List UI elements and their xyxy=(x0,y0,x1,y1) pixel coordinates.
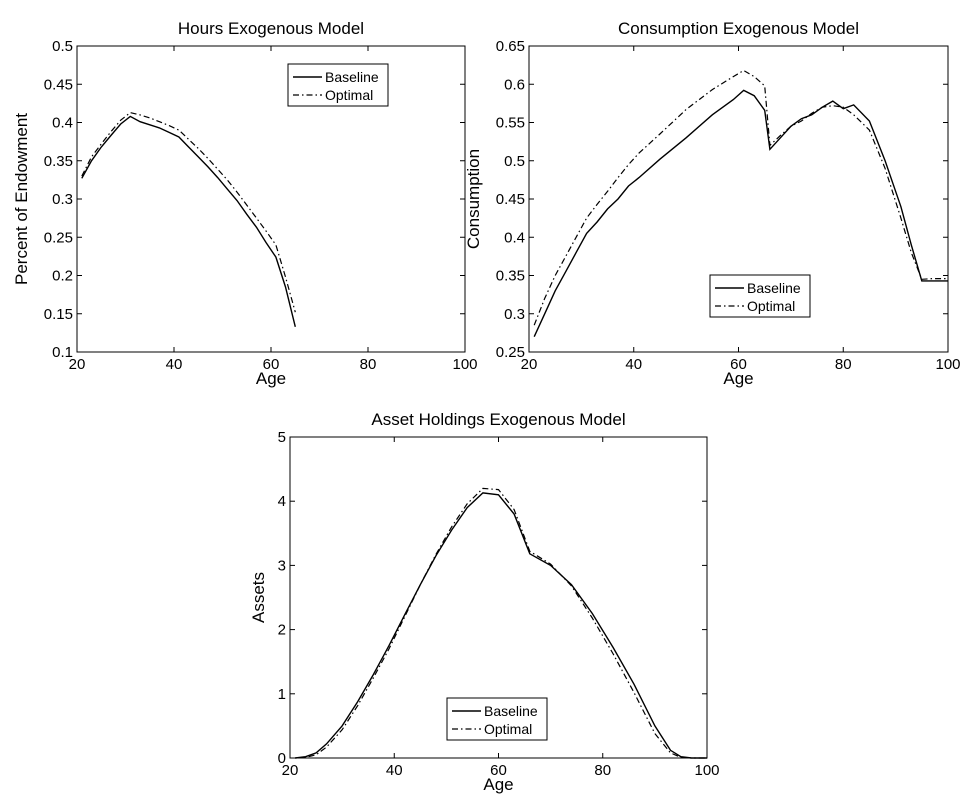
assets-series-optimal-line xyxy=(295,487,707,759)
consumption-legend-label-baseline: Baseline xyxy=(747,280,801,296)
consumption-y-axis-label: Consumption xyxy=(464,149,483,249)
assets-series-baseline-line xyxy=(295,492,707,759)
consumption-y-tick-label: 0.35 xyxy=(496,268,525,285)
hours-x-tick-label: 20 xyxy=(69,356,86,373)
consumption-legend-box xyxy=(709,274,811,318)
consumption-y-tick-label: 0.25 xyxy=(496,344,525,361)
hours-chart: Hours Exogenous Model 20 40 60 80 100 0.1 0.15 0… xyxy=(12,19,478,388)
assets-y-tick-label: 2 xyxy=(278,622,286,639)
assets-y-tick-label: 4 xyxy=(278,493,286,510)
assets-x-tick-label: 60 xyxy=(490,762,507,779)
hours-y-tick-label: 0.1 xyxy=(52,344,73,361)
consumption-x-tick-label: 40 xyxy=(625,356,642,373)
hours-legend: Baseline Optimal xyxy=(287,63,389,107)
consumption-series-optimal-line xyxy=(533,69,948,326)
consumption-x-tick-label: 80 xyxy=(835,356,852,373)
hours-chart-title: Hours Exogenous Model xyxy=(178,19,364,38)
assets-x-tick-label: 100 xyxy=(694,762,719,779)
consumption-y-tick-label: 0.4 xyxy=(504,229,525,246)
consumption-x-tick-label: 60 xyxy=(730,356,747,373)
hours-y-tick-label: 0.25 xyxy=(44,229,73,246)
consumption-chart-title: Consumption Exogenous Model xyxy=(618,19,859,38)
assets-x-axis-label: Age xyxy=(483,775,513,794)
assets-y-tick-label: 5 xyxy=(278,429,286,446)
hours-y-tick-label: 0.4 xyxy=(52,115,73,132)
consumption-series-baseline-line xyxy=(533,89,948,337)
consumption-x-tick-label: 100 xyxy=(935,356,960,373)
hours-series-optimal-line xyxy=(81,111,296,313)
assets-legend-box xyxy=(446,697,548,741)
assets-legend-label-baseline: Baseline xyxy=(484,703,538,719)
consumption-x-axis-label: Age xyxy=(723,369,753,388)
assets-x-tick-label: 80 xyxy=(594,762,611,779)
hours-y-axis-label: Percent of Endowment xyxy=(12,113,31,285)
hours-y-tick-label: 0.35 xyxy=(44,153,73,170)
consumption-y-tick-label: 0.5 xyxy=(504,153,525,170)
consumption-y-tick-label: 0.55 xyxy=(496,115,525,132)
assets-y-axis-label: Assets xyxy=(249,572,268,623)
hours-y-tick-label: 0.2 xyxy=(52,268,73,285)
assets-y-tick-label: 3 xyxy=(278,557,286,574)
consumption-y-tick-label: 0.45 xyxy=(496,191,525,208)
hours-legend-label-baseline: Baseline xyxy=(325,69,379,85)
hours-y-tick-label: 0.15 xyxy=(44,306,73,323)
hours-y-tick-label: 0.5 xyxy=(52,38,73,55)
hours-y-tick-label: 0.3 xyxy=(52,191,73,208)
consumption-y-tick-label: 0.3 xyxy=(504,306,525,323)
consumption-chart: Consumption Exogenous Model 20 40 60 80 100 0.… xyxy=(464,19,961,388)
assets-y-tick-label: 1 xyxy=(278,686,286,703)
hours-plot-area xyxy=(76,45,466,353)
hours-x-tick-label: 80 xyxy=(360,356,377,373)
hours-x-tick-label: 60 xyxy=(263,356,280,373)
assets-x-tick-label: 40 xyxy=(386,762,403,779)
assets-legend: Baseline Optimal xyxy=(446,697,548,741)
assets-y-tick-label: 0 xyxy=(278,750,286,767)
consumption-y-tick-label: 0.6 xyxy=(504,76,525,93)
hours-x-axis-label: Age xyxy=(256,369,286,388)
consumption-x-tick-label: 20 xyxy=(521,356,538,373)
consumption-y-tick-label: 0.65 xyxy=(496,38,525,55)
hours-x-tick-label: 40 xyxy=(166,356,183,373)
consumption-legend-label-optimal: Optimal xyxy=(747,298,795,314)
assets-legend-label-optimal: Optimal xyxy=(484,721,532,737)
hours-x-tick-label: 100 xyxy=(452,356,477,373)
assets-x-tick-label: 20 xyxy=(282,762,299,779)
consumption-legend: Baseline Optimal xyxy=(709,274,811,318)
assets-chart-title: Asset Holdings Exogenous Model xyxy=(371,410,625,429)
hours-series-baseline-line xyxy=(81,115,296,327)
hours-y-tick-label: 0.45 xyxy=(44,76,73,93)
hours-legend-box xyxy=(287,63,389,107)
hours-legend-label-optimal: Optimal xyxy=(325,87,373,103)
